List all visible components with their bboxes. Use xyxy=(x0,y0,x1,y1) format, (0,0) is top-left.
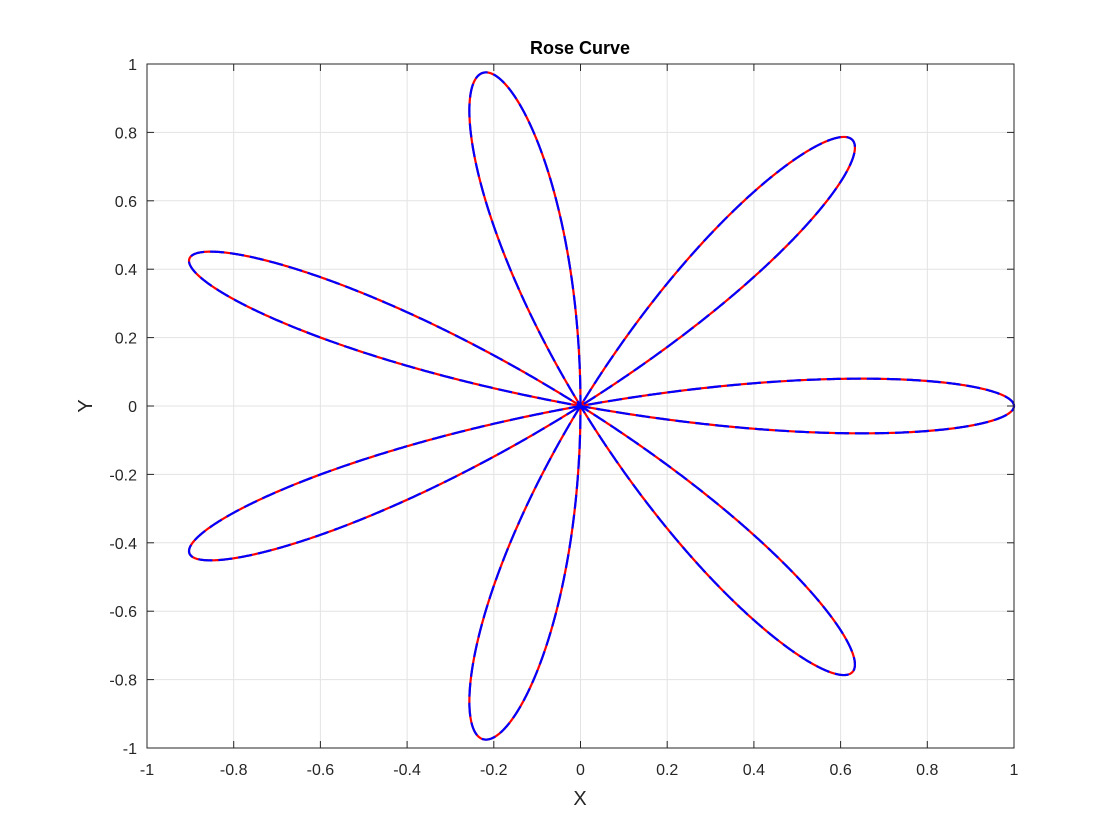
y-tick-label: -0.8 xyxy=(109,673,137,690)
x-tick-label: 0.6 xyxy=(829,762,851,779)
tick-marks xyxy=(146,63,1015,749)
y-tick-labels: -1 -0.8 -0.6 -0.4 -0.2 0 0.2 0.4 0.6 0.8 1 xyxy=(109,57,137,758)
series-layer xyxy=(187,71,1016,741)
y-tick-label: -0.6 xyxy=(109,604,137,621)
x-tick-label: -0.6 xyxy=(307,762,335,779)
chart-title: Rose Curve xyxy=(530,38,630,58)
y-tick-label: -1 xyxy=(123,741,137,758)
y-tick-label: -0.2 xyxy=(109,467,137,484)
x-tick-label: 1 xyxy=(1010,762,1019,779)
y-axis-label: Y xyxy=(75,399,97,412)
x-tick-label: 0 xyxy=(576,762,585,779)
y-tick-label: 1 xyxy=(128,57,137,74)
y-tick-label: 0.2 xyxy=(115,331,137,348)
y-tick-label: -0.4 xyxy=(109,536,137,553)
x-tick-labels: -1 -0.8 -0.6 -0.4 -0.2 0 0.2 0.4 0.6 0.8 1 xyxy=(140,762,1019,779)
x-tick-label: -1 xyxy=(140,762,154,779)
x-tick-label: 0.2 xyxy=(656,762,678,779)
y-tick-label: 0.4 xyxy=(115,262,137,279)
series-line-2 xyxy=(187,71,1016,741)
x-axis-label: X xyxy=(573,788,586,810)
x-tick-label: 0.8 xyxy=(916,762,938,779)
y-tick-label: 0.8 xyxy=(115,125,137,142)
x-tick-label: -0.2 xyxy=(480,762,508,779)
y-tick-label: 0.6 xyxy=(115,194,137,211)
y-tick-label: 0 xyxy=(128,399,137,416)
x-tick-label: 0.4 xyxy=(743,762,765,779)
x-tick-label: -0.8 xyxy=(220,762,248,779)
x-tick-label: -0.4 xyxy=(393,762,421,779)
plot-area: -1 -0.8 -0.6 -0.4 -0.2 0 0.2 0.4 0.6 0.8 1 -1-0.8-… xyxy=(109,57,1018,779)
